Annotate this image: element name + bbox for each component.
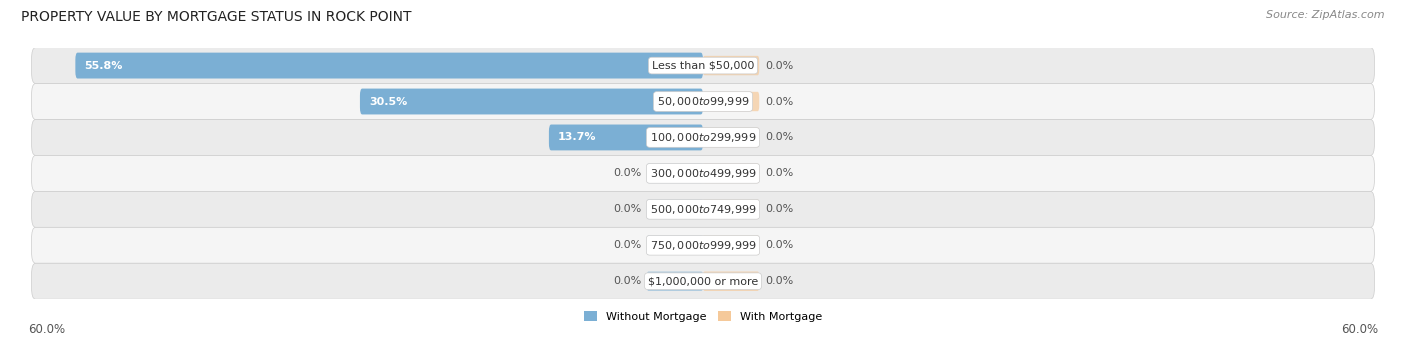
FancyBboxPatch shape xyxy=(31,119,1375,155)
Text: $750,000 to $999,999: $750,000 to $999,999 xyxy=(650,239,756,252)
Text: 0.0%: 0.0% xyxy=(613,240,641,250)
Text: 0.0%: 0.0% xyxy=(613,276,641,286)
Text: 0.0%: 0.0% xyxy=(765,240,793,250)
Text: Less than $50,000: Less than $50,000 xyxy=(652,61,754,71)
FancyBboxPatch shape xyxy=(76,53,703,79)
FancyBboxPatch shape xyxy=(31,48,1375,84)
Text: $300,000 to $499,999: $300,000 to $499,999 xyxy=(650,167,756,180)
Text: 0.0%: 0.0% xyxy=(613,204,641,214)
Text: PROPERTY VALUE BY MORTGAGE STATUS IN ROCK POINT: PROPERTY VALUE BY MORTGAGE STATUS IN ROC… xyxy=(21,10,412,24)
FancyBboxPatch shape xyxy=(703,56,759,75)
FancyBboxPatch shape xyxy=(703,92,759,111)
Text: 0.0%: 0.0% xyxy=(765,133,793,142)
FancyBboxPatch shape xyxy=(647,236,703,255)
FancyBboxPatch shape xyxy=(360,89,703,115)
Text: 0.0%: 0.0% xyxy=(765,97,793,106)
Text: 30.5%: 30.5% xyxy=(368,97,408,106)
Text: 0.0%: 0.0% xyxy=(765,276,793,286)
FancyBboxPatch shape xyxy=(703,272,759,291)
FancyBboxPatch shape xyxy=(703,128,759,147)
Text: $500,000 to $749,999: $500,000 to $749,999 xyxy=(650,203,756,216)
FancyBboxPatch shape xyxy=(31,84,1375,119)
Text: 0.0%: 0.0% xyxy=(765,204,793,214)
FancyBboxPatch shape xyxy=(647,164,703,183)
Text: 13.7%: 13.7% xyxy=(558,133,596,142)
FancyBboxPatch shape xyxy=(548,124,703,150)
FancyBboxPatch shape xyxy=(703,200,759,219)
Text: 60.0%: 60.0% xyxy=(28,323,65,336)
Text: $50,000 to $99,999: $50,000 to $99,999 xyxy=(657,95,749,108)
FancyBboxPatch shape xyxy=(703,164,759,183)
Legend: Without Mortgage, With Mortgage: Without Mortgage, With Mortgage xyxy=(579,307,827,326)
Text: 55.8%: 55.8% xyxy=(84,61,122,71)
Text: 0.0%: 0.0% xyxy=(765,61,793,71)
FancyBboxPatch shape xyxy=(647,272,703,291)
FancyBboxPatch shape xyxy=(31,191,1375,227)
Text: 0.0%: 0.0% xyxy=(613,168,641,179)
Text: Source: ZipAtlas.com: Source: ZipAtlas.com xyxy=(1267,10,1385,20)
FancyBboxPatch shape xyxy=(703,236,759,255)
Text: $100,000 to $299,999: $100,000 to $299,999 xyxy=(650,131,756,144)
Text: $1,000,000 or more: $1,000,000 or more xyxy=(648,276,758,286)
FancyBboxPatch shape xyxy=(31,155,1375,191)
Text: 0.0%: 0.0% xyxy=(765,168,793,179)
FancyBboxPatch shape xyxy=(31,227,1375,263)
FancyBboxPatch shape xyxy=(31,263,1375,299)
Text: 60.0%: 60.0% xyxy=(1341,323,1378,336)
FancyBboxPatch shape xyxy=(647,200,703,219)
